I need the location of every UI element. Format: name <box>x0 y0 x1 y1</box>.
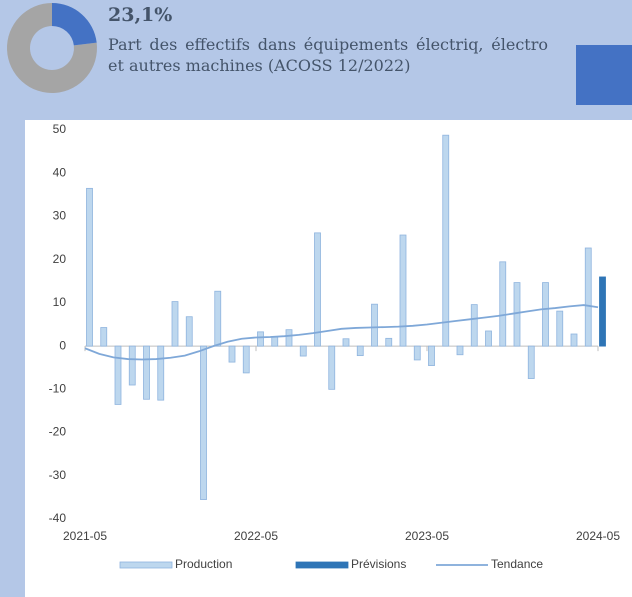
x-tick-label: 2021-05 <box>63 529 107 543</box>
y-tick-label: 10 <box>53 295 67 309</box>
bar <box>171 301 179 347</box>
legend-swatch <box>295 561 349 569</box>
bar <box>157 345 165 401</box>
bar <box>385 337 393 347</box>
legend-label: Production <box>175 557 232 571</box>
kpi-value: 23,1% <box>108 4 173 26</box>
bar <box>242 345 250 374</box>
bar <box>86 187 93 347</box>
legend-swatch <box>119 561 173 569</box>
legend-label: Tendance <box>491 557 543 571</box>
y-tick-label: 30 <box>53 209 67 223</box>
bar <box>413 345 421 361</box>
bar <box>570 333 578 347</box>
bar <box>257 331 264 347</box>
bar <box>314 232 321 347</box>
x-tick-label: 2023-05 <box>405 529 449 543</box>
y-tick-label: 50 <box>53 122 67 136</box>
bar <box>442 134 450 347</box>
bar <box>114 345 122 405</box>
legend-label: Prévisions <box>351 557 406 571</box>
donut-slice <box>52 3 97 46</box>
y-tick-label: -30 <box>49 468 67 482</box>
blue-tile <box>576 45 632 105</box>
bar <box>456 345 464 356</box>
bar <box>513 282 521 347</box>
bar <box>185 316 193 347</box>
bar <box>470 304 478 347</box>
y-tick-label: 20 <box>53 252 67 266</box>
bar <box>584 247 592 347</box>
bar <box>100 327 108 347</box>
bar <box>328 345 336 390</box>
y-tick-label: 40 <box>53 165 67 179</box>
bar <box>556 310 564 347</box>
bar <box>285 329 293 347</box>
kpi-description: Part des effectifs dans équipements élec… <box>108 35 548 75</box>
donut-rest <box>7 3 98 93</box>
bar <box>371 303 378 347</box>
y-tick-label: -20 <box>49 425 67 439</box>
bar <box>143 345 150 400</box>
bar <box>214 290 222 347</box>
bar <box>128 345 136 386</box>
bar <box>527 345 535 379</box>
x-tick-label: 2022-05 <box>234 529 278 543</box>
bar <box>542 282 549 347</box>
y-tick-label: -40 <box>49 511 67 525</box>
bar <box>271 336 279 347</box>
x-tick-label: 2024-05 <box>576 529 620 543</box>
bar <box>356 345 364 357</box>
bar <box>228 345 236 363</box>
bar <box>485 330 492 347</box>
y-tick-label: -10 <box>49 382 67 396</box>
bar <box>399 234 407 347</box>
y-tick-label: 0 <box>59 338 66 352</box>
trend-line <box>84 304 599 361</box>
bar <box>499 261 507 347</box>
bar <box>299 345 307 357</box>
bar <box>599 276 606 347</box>
bar <box>342 338 350 347</box>
bar <box>428 345 435 366</box>
bar <box>200 345 207 500</box>
